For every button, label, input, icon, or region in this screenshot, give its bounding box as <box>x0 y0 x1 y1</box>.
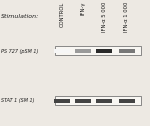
Bar <box>54 49 70 53</box>
Bar <box>55 46 141 55</box>
Bar <box>119 99 135 103</box>
Text: Stimulation:: Stimulation: <box>1 14 39 19</box>
Text: PS 727 (pSM 1): PS 727 (pSM 1) <box>1 49 38 54</box>
Text: IFN-α 1 000: IFN-α 1 000 <box>124 1 129 32</box>
Bar <box>75 49 91 53</box>
Bar <box>55 96 141 105</box>
Bar <box>75 99 91 103</box>
Text: STAT 1 (SM 1): STAT 1 (SM 1) <box>1 98 34 103</box>
Bar <box>96 99 112 103</box>
Text: IFN-γ: IFN-γ <box>81 1 86 15</box>
Bar <box>96 49 112 53</box>
Text: CONTROL: CONTROL <box>60 1 65 26</box>
Bar <box>119 49 135 53</box>
Text: IFN-α 5 000: IFN-α 5 000 <box>102 1 107 32</box>
Bar <box>54 99 70 103</box>
